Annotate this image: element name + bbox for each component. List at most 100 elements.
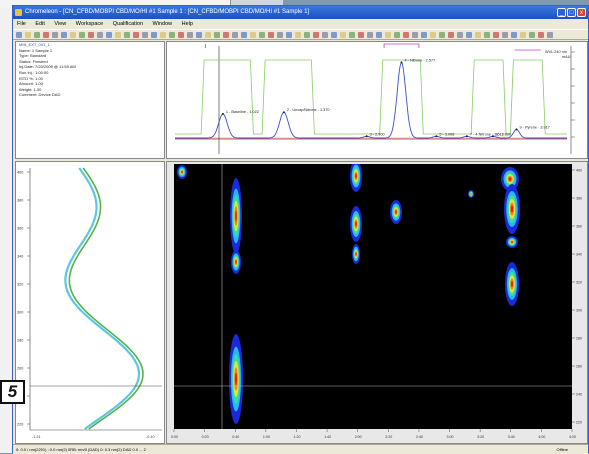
toolbar-button-icon[interactable] <box>124 32 130 38</box>
toolbar-button-icon[interactable] <box>529 32 535 38</box>
toolbar-button-icon[interactable] <box>232 32 238 38</box>
toolbar-button-icon[interactable] <box>403 32 409 38</box>
toolbar-button-icon[interactable] <box>376 32 382 38</box>
toolbar-button-icon[interactable] <box>331 32 337 38</box>
toolbar-button-icon[interactable] <box>547 32 553 38</box>
toolbar-button-icon[interactable] <box>484 32 490 38</box>
toolbar-button-icon[interactable] <box>349 32 355 38</box>
menu-window[interactable]: Window <box>152 21 173 27</box>
peak-marker <box>435 135 438 138</box>
figure-number-badge: 5 <box>0 380 25 404</box>
toolbar-button-icon[interactable] <box>394 32 400 38</box>
iso-x-tick-label: 2:00 <box>355 435 362 439</box>
toolbar-button-icon[interactable] <box>178 32 184 38</box>
iso-contour <box>355 252 357 256</box>
toolbar-button-icon[interactable] <box>448 32 454 38</box>
toolbar-button-icon[interactable] <box>412 32 418 38</box>
iso-y-tick-label: 300 <box>576 309 582 313</box>
sample-info-row: Name: 1 Sample 1 <box>19 47 53 53</box>
toolbar-button-icon[interactable] <box>34 32 40 38</box>
menu-workspace[interactable]: Workspace <box>75 21 104 27</box>
sample-info-header: MIN_EXT_001_1 <box>19 42 50 47</box>
toolbar-button-icon[interactable] <box>79 32 85 38</box>
toolbar-button-icon[interactable] <box>475 32 481 38</box>
toolbar-button-icon[interactable] <box>313 32 319 38</box>
chromatogram-pane[interactable]: 1 - Baseline - 1.022 2 - Uncap/Nitrone - … <box>166 41 588 159</box>
chromeleon-window: Chromeleon - [CN_CFBD/MOBPI CBD/MO/HI #1… <box>12 5 589 454</box>
toolbar-button-icon[interactable] <box>259 32 265 38</box>
menu-edit[interactable]: Edit <box>35 21 45 27</box>
toolbar-button-icon[interactable] <box>250 32 256 38</box>
iso-y-tick-label: 220 <box>576 421 582 425</box>
toolbar-button-icon[interactable] <box>115 32 121 38</box>
toolbar-button-icon[interactable] <box>520 32 526 38</box>
toolbar-button-icon[interactable] <box>133 32 139 38</box>
toolbar-button-icon[interactable] <box>385 32 391 38</box>
spectrum-y-tick-label: 360 <box>17 227 23 231</box>
toolbar-button-icon[interactable] <box>52 32 58 38</box>
close-button[interactable]: x <box>577 8 586 17</box>
chromatogram-trace <box>175 61 567 139</box>
toolbar-button-icon[interactable] <box>205 32 211 38</box>
iso-x-tick-label: 2:20 <box>385 435 392 439</box>
toolbar-button-icon[interactable] <box>223 32 229 38</box>
toolbar-button-icon[interactable] <box>322 32 328 38</box>
iso-x-tick-label: 2:40 <box>416 435 423 439</box>
iso-x-tick-label: 3:40 <box>508 435 515 439</box>
menu-qualification[interactable]: Qualification <box>112 21 144 27</box>
toolbar-button-icon[interactable] <box>142 32 148 38</box>
toolbar-button-icon[interactable] <box>367 32 373 38</box>
toolbar-button-icon[interactable] <box>61 32 67 38</box>
iso-x-tick-label: 0:40 <box>232 435 239 439</box>
minimize-button[interactable]: _ <box>557 8 566 17</box>
sample-info-row: ISTD %: 1.00 <box>19 75 43 81</box>
toolbar-button-icon[interactable] <box>268 32 274 38</box>
menu-view[interactable]: View <box>54 21 67 27</box>
channel-label: WVL:240 nm <box>545 50 567 54</box>
toolbar-button-icon[interactable] <box>421 32 427 38</box>
toolbar-button-icon[interactable] <box>466 32 472 38</box>
toolbar-button-icon[interactable] <box>241 32 247 38</box>
toolbar-button-icon[interactable] <box>457 32 463 38</box>
toolbar-button-icon[interactable] <box>214 32 220 38</box>
toolbar-button-icon[interactable] <box>106 32 112 38</box>
toolbar-button-icon[interactable] <box>196 32 202 38</box>
toolbar-button-icon[interactable] <box>511 32 517 38</box>
iso-x-tick-label: 0:00 <box>171 435 178 439</box>
sample-info-row: Type: Standard <box>19 53 47 59</box>
toolbar-button-icon[interactable] <box>430 32 436 38</box>
spectrum-trace <box>68 167 144 430</box>
toolbar-button-icon[interactable] <box>340 32 346 38</box>
iso-y-tick-label: 320 <box>576 281 582 285</box>
toolbar-button-icon[interactable] <box>295 32 301 38</box>
toolbar-button-icon[interactable] <box>358 32 364 38</box>
toolbar-button-icon[interactable] <box>25 32 31 38</box>
title-bar[interactable]: Chromeleon - [CN_CFBD/MOBPI CBD/MO/HI #1… <box>13 6 588 19</box>
iso-plot-map[interactable] <box>174 164 572 429</box>
toolbar-button-icon[interactable] <box>286 32 292 38</box>
peak-label: 3 - 2.900 <box>370 132 385 136</box>
toolbar-button-icon[interactable] <box>187 32 193 38</box>
toolbar-button-icon[interactable] <box>88 32 94 38</box>
toolbar-button-icon[interactable] <box>160 32 166 38</box>
menu-help[interactable]: Help <box>181 21 193 27</box>
iso-plot-pane[interactable]: 0:00 0:20 0:40 1:00 1:20 1:40 2:00 2:20 2:40 3:00… <box>166 161 588 444</box>
toolbar-button-icon[interactable] <box>43 32 49 38</box>
toolbar-button-icon[interactable] <box>151 32 157 38</box>
toolbar-button-icon[interactable] <box>16 32 22 38</box>
toolbar-button-icon[interactable] <box>493 32 499 38</box>
toolbar-button-icon[interactable] <box>439 32 445 38</box>
toolbar-button-icon[interactable] <box>502 32 508 38</box>
sample-info-row: Inj.Date: 7/20/2009 @ 11:59 AM <box>19 64 76 70</box>
menu-file[interactable]: File <box>17 21 26 27</box>
sample-info-row: Amount: 1.00 <box>19 81 43 87</box>
toolbar-button-icon[interactable] <box>277 32 283 38</box>
toolbar-button-icon[interactable] <box>169 32 175 38</box>
toolbar-button-icon[interactable] <box>97 32 103 38</box>
toolbar-button-icon[interactable] <box>538 32 544 38</box>
peak-marker <box>365 135 368 138</box>
toolbar-button-icon[interactable] <box>70 32 76 38</box>
toolbar-button-icon[interactable] <box>304 32 310 38</box>
maximize-button[interactable]: □ <box>567 8 576 17</box>
